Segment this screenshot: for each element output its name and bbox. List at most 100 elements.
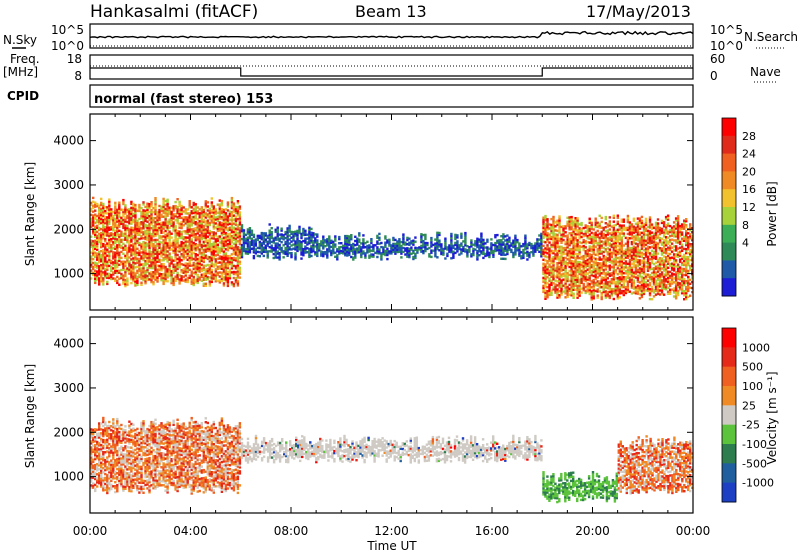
heatmap-cell xyxy=(134,214,136,216)
heatmap-cell xyxy=(540,249,542,251)
heatmap-cell xyxy=(603,247,605,249)
heatmap-cell xyxy=(480,233,482,235)
heatmap-cell xyxy=(277,227,279,229)
heatmap-cell xyxy=(294,252,296,254)
heatmap-cell xyxy=(100,208,102,210)
heatmap-cell xyxy=(603,227,605,229)
heatmap-cell xyxy=(595,218,597,220)
heatmap-cell xyxy=(180,221,182,223)
heatmap-cell xyxy=(378,248,380,250)
heatmap-cell xyxy=(269,223,271,225)
heatmap-cell xyxy=(651,223,653,225)
heatmap-cell xyxy=(570,216,572,218)
heatmap-cell xyxy=(251,230,253,232)
heatmap-cell xyxy=(225,252,227,254)
heatmap-cell xyxy=(128,260,130,262)
heatmap-cell xyxy=(436,256,438,258)
heatmap-cell xyxy=(322,236,324,238)
heatmap-cell xyxy=(108,205,110,207)
heatmap-cell xyxy=(362,234,364,236)
heatmap-cell xyxy=(118,234,120,236)
heatmap-cell xyxy=(506,234,508,236)
heatmap-cell xyxy=(136,248,138,250)
heatmap-cell xyxy=(225,212,227,214)
heatmap-cell xyxy=(170,236,172,238)
heatmap-cell xyxy=(641,260,643,262)
cpid-label: CPID xyxy=(7,89,39,103)
heatmap-cell xyxy=(199,276,201,278)
heatmap-cell xyxy=(566,234,568,236)
heatmap-cell xyxy=(219,247,221,249)
heatmap-cell xyxy=(94,210,96,212)
heatmap-cell xyxy=(130,282,132,284)
heatmap-cell xyxy=(118,278,120,280)
heatmap-cell xyxy=(641,220,643,222)
heatmap-cell xyxy=(239,227,241,229)
heatmap-cell xyxy=(310,228,312,230)
heatmap-cell xyxy=(106,281,108,283)
heatmap-cell xyxy=(160,247,162,249)
heatmap-cell xyxy=(249,227,251,229)
heatmap-cell xyxy=(219,241,221,243)
heatmap-cell xyxy=(633,218,635,220)
heatmap-cell xyxy=(617,221,619,223)
heatmap-cell xyxy=(334,243,336,245)
heatmap-cell xyxy=(168,253,170,255)
heatmap-cell xyxy=(623,232,625,234)
heatmap-cell xyxy=(470,239,472,241)
heatmap-cell xyxy=(241,224,243,226)
heatmap-cell xyxy=(180,259,182,261)
heatmap-cell xyxy=(440,243,442,245)
heatmap-cell xyxy=(180,269,182,271)
heatmap-cell xyxy=(472,254,474,256)
noise-left-tick-bottom: 10^0 xyxy=(51,39,84,53)
heatmap-cell xyxy=(146,269,148,271)
heatmap-cell xyxy=(580,292,582,294)
cpid-value: normal (fast stereo) 153 xyxy=(94,92,273,107)
heatmap-cell xyxy=(613,221,615,223)
heatmap-cell xyxy=(118,230,120,232)
heatmap-cell xyxy=(456,234,458,236)
heatmap-cell xyxy=(562,239,564,241)
heatmap-cell xyxy=(199,234,201,236)
heatmap-cell xyxy=(138,258,140,260)
heatmap-cell xyxy=(580,262,582,264)
heatmap-cell xyxy=(124,206,126,208)
heatmap-cell xyxy=(388,239,390,241)
heatmap-cell xyxy=(364,256,366,258)
heatmap-cell xyxy=(207,201,209,203)
heatmap-cell xyxy=(219,279,221,281)
heatmap-cell xyxy=(211,201,213,203)
heatmap-cell xyxy=(138,274,140,276)
heatmap-cell xyxy=(546,244,548,246)
heatmap-cell xyxy=(180,217,182,219)
heatmap-cell xyxy=(219,265,221,267)
heatmap-cell xyxy=(239,267,241,269)
heatmap-cell xyxy=(597,294,599,296)
heatmap-cell xyxy=(580,256,582,258)
heatmap-cell xyxy=(94,282,96,284)
heatmap-cell xyxy=(556,234,558,236)
heatmap-cell xyxy=(580,270,582,272)
heatmap-cell xyxy=(102,203,104,205)
heatmap-cell xyxy=(386,248,388,250)
heatmap-cell xyxy=(576,275,578,277)
heatmap-cell xyxy=(271,245,273,247)
heatmap-cell xyxy=(334,239,336,241)
heatmap-cell xyxy=(180,275,182,277)
heatmap-cell xyxy=(278,258,280,260)
heatmap-cell xyxy=(118,284,120,286)
heatmap-cell xyxy=(233,285,235,287)
heatmap-cell xyxy=(189,200,191,202)
heatmap-cell xyxy=(124,245,126,247)
heatmap-cell xyxy=(623,224,625,226)
heatmap-cell xyxy=(645,218,647,220)
heatmap-cell xyxy=(166,280,168,282)
heatmap-cell xyxy=(514,235,516,237)
heatmap-cell xyxy=(116,280,118,282)
heatmap-cell xyxy=(514,253,516,255)
heatmap-cell xyxy=(278,256,280,258)
heatmap-cell xyxy=(362,238,364,240)
heatmap-cell xyxy=(603,251,605,253)
heatmap-cell xyxy=(623,276,625,278)
